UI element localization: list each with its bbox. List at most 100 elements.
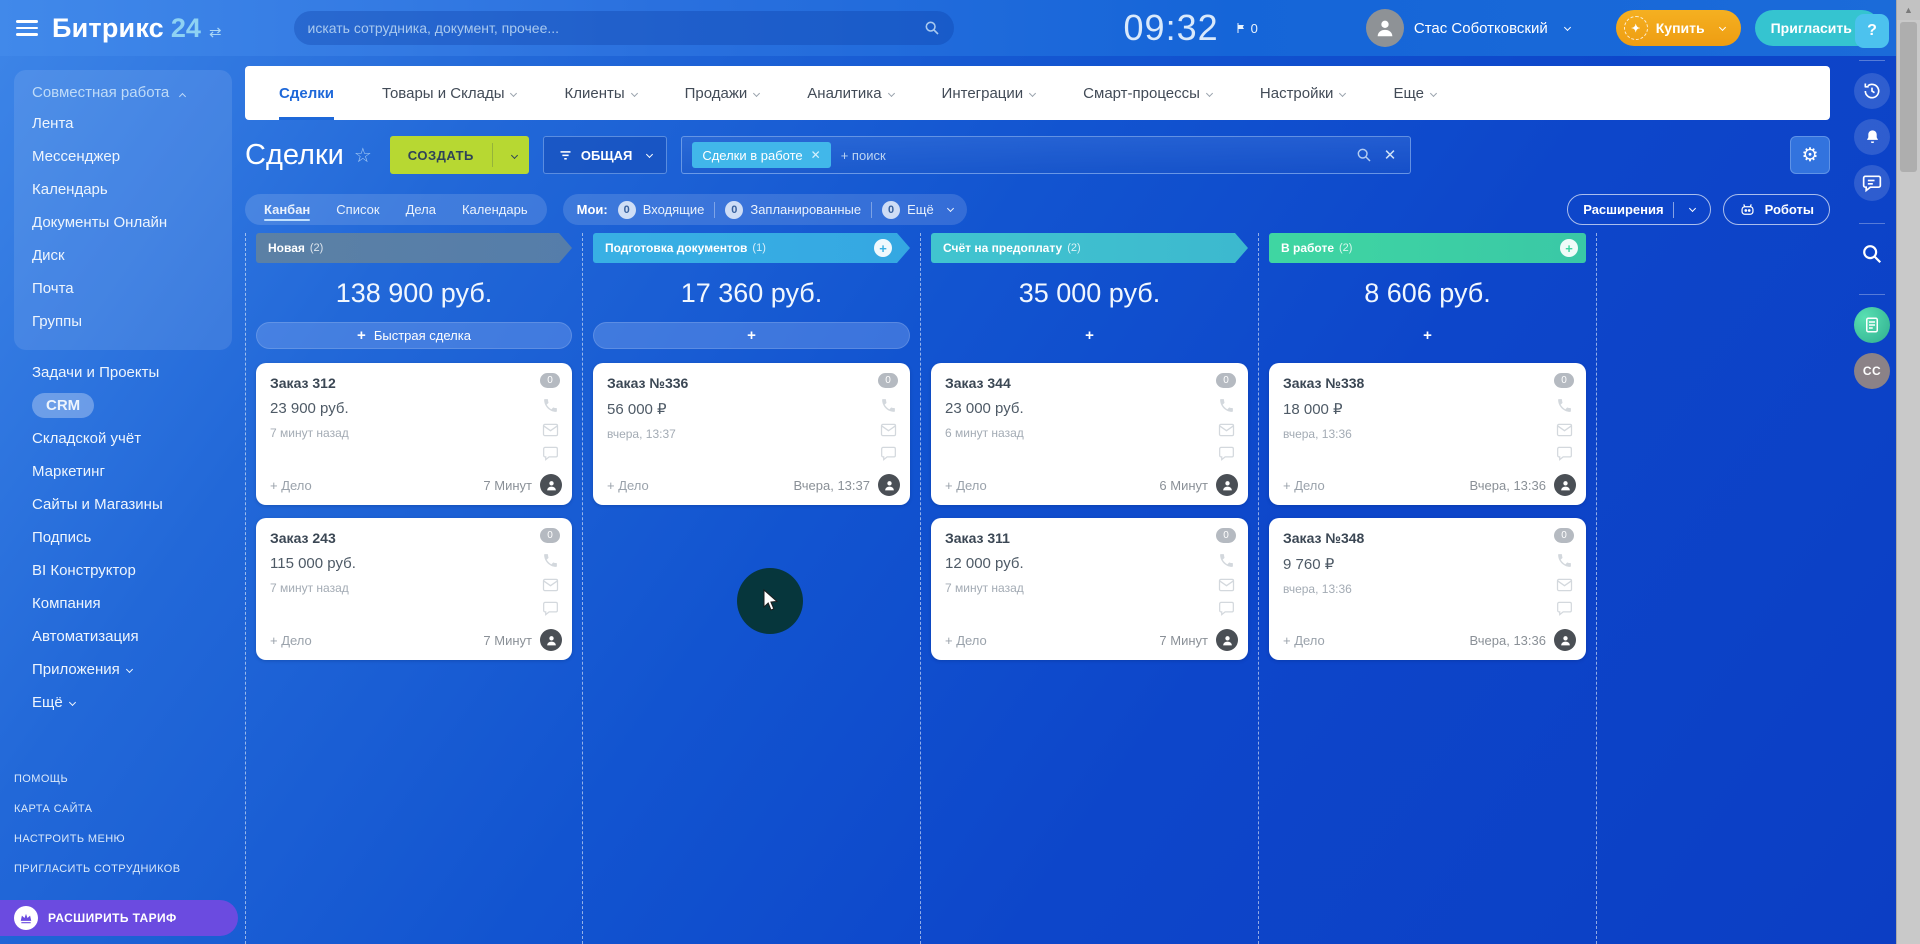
phone-icon[interactable]	[1218, 552, 1235, 569]
kanban-column-header[interactable]: Новая (2)	[256, 233, 572, 263]
mail-icon[interactable]	[1556, 423, 1573, 437]
work-clock[interactable]: 09:32	[1123, 7, 1219, 48]
quick-deal-button[interactable]: +	[1269, 322, 1586, 349]
favorite-star-icon[interactable]: ☆	[353, 144, 372, 167]
help-button[interactable]: ?	[1855, 14, 1889, 48]
deal-card[interactable]: Заказ 243 115 000 руб. 7 минут назад 0 + Дел…	[256, 518, 572, 660]
sidebar-item[interactable]: Ещё	[14, 686, 240, 719]
sidebar-item[interactable]: Мессенджер	[32, 148, 121, 165]
sidebar-item[interactable]: Лента	[32, 115, 74, 132]
deal-assignee-avatar[interactable]	[540, 474, 562, 496]
settings-gear-button[interactable]: ⚙	[1790, 136, 1830, 174]
add-activity-link[interactable]: + Дело	[270, 632, 312, 648]
sidebar-item[interactable]: CRM	[14, 389, 240, 422]
deal-assignee-avatar[interactable]	[1216, 629, 1238, 651]
view-mode[interactable]: Календарь	[461, 202, 528, 217]
sidebar-item[interactable]: Задачи и Проекты	[32, 364, 160, 381]
my-counter[interactable]: 0 Входящие	[617, 200, 704, 219]
sidebar-item[interactable]: Подпись	[32, 529, 92, 546]
sidebar-item[interactable]: Группы	[32, 313, 82, 330]
rail-search-button[interactable]	[1854, 236, 1890, 272]
robots-button[interactable]: Роботы	[1722, 194, 1830, 225]
global-search[interactable]	[293, 11, 954, 45]
sidebar-item[interactable]: Документы Онлайн	[32, 214, 168, 231]
quick-deal-button[interactable]: +	[931, 322, 1248, 349]
mail-icon[interactable]	[1218, 578, 1235, 592]
deal-assignee-avatar[interactable]	[1216, 474, 1238, 496]
clear-filter-icon[interactable]: ✕	[1383, 147, 1397, 164]
quick-deal-button[interactable]: + Быстрая сделка	[256, 322, 572, 349]
tab-item[interactable]: Еще	[1393, 66, 1438, 120]
sidebar-item[interactable]: Автоматизация	[32, 628, 139, 645]
scrollbar-thumb[interactable]	[1900, 22, 1917, 172]
comment-icon[interactable]	[1218, 601, 1235, 616]
view-mode[interactable]: Дела	[405, 202, 436, 217]
deal-card[interactable]: Заказ 344 23 000 руб. 6 минут назад 0 + Дело…	[931, 363, 1248, 505]
deal-card[interactable]: Заказ №348 9 760 ₽ вчера, 13:36 0 + Дело Вчер…	[1269, 518, 1586, 660]
comment-icon[interactable]	[542, 601, 559, 616]
search-icon[interactable]	[1356, 147, 1372, 163]
add-activity-link[interactable]: + Дело	[270, 477, 312, 493]
sidebar-item[interactable]: Складской учёт	[32, 430, 142, 447]
comment-icon[interactable]	[880, 446, 897, 461]
page-scrollbar[interactable]: ▲	[1896, 0, 1920, 944]
add-activity-link[interactable]: + Дело	[1283, 632, 1325, 648]
phone-icon[interactable]	[1556, 397, 1573, 414]
deal-card[interactable]: Заказ №338 18 000 ₽ вчера, 13:36 0 + Дело Вче…	[1269, 363, 1586, 505]
add-stage-icon[interactable]: +	[1560, 239, 1578, 257]
tab-item[interactable]: Товары и Склады	[382, 66, 518, 120]
sidebar-item[interactable]: Приложения	[14, 653, 240, 686]
user-menu[interactable]: Стас Соботковский	[1365, 9, 1571, 47]
sidebar-group-toggle[interactable]: Совместная работа	[14, 80, 232, 107]
tab-item[interactable]: Смарт-процессы	[1083, 66, 1213, 120]
add-stage-icon[interactable]: +	[874, 239, 892, 257]
tab-item[interactable]: Интеграции	[942, 66, 1037, 120]
sidebar-item[interactable]: BI Конструктор	[32, 562, 136, 579]
user-avatar[interactable]	[1365, 9, 1404, 47]
sidebar-footer-link[interactable]: ПОМОЩЬ	[14, 773, 69, 785]
add-activity-link[interactable]: + Дело	[945, 632, 987, 648]
view-mode[interactable]: Список	[336, 202, 380, 217]
phone-icon[interactable]	[542, 552, 559, 569]
mail-icon[interactable]	[1218, 423, 1235, 437]
tab-item[interactable]: Настройки	[1260, 66, 1347, 120]
funnel-filter-button[interactable]: ОБЩАЯ	[542, 136, 668, 174]
chip-close-icon[interactable]: ✕	[810, 148, 821, 162]
deal-assignee-avatar[interactable]	[1554, 629, 1576, 651]
sidebar-footer-link[interactable]: ПРИГЛАСИТЬ СОТРУДНИКОВ	[14, 863, 181, 875]
comment-icon[interactable]	[1556, 601, 1573, 616]
notifications-button[interactable]	[1854, 119, 1890, 155]
tab-item[interactable]: Продажи	[685, 66, 761, 120]
quick-deal-button[interactable]: +	[593, 322, 910, 349]
tab-item[interactable]: Клиенты	[564, 66, 638, 120]
mail-icon[interactable]	[880, 423, 897, 437]
history-button[interactable]	[1854, 73, 1890, 109]
phone-icon[interactable]	[1218, 397, 1235, 414]
sidebar-item[interactable]: Диск	[32, 247, 65, 264]
sidebar-item[interactable]: Календарь	[32, 181, 108, 198]
kanban-column-header[interactable]: Подготовка документов (1) +	[593, 233, 910, 263]
add-activity-link[interactable]: + Дело	[1283, 477, 1325, 493]
buy-button[interactable]: ✦ Купить	[1615, 10, 1741, 46]
deal-assignee-avatar[interactable]	[540, 629, 562, 651]
view-mode[interactable]: Канбан	[251, 194, 323, 225]
chat-button[interactable]	[1854, 165, 1890, 201]
deal-card[interactable]: Заказ 311 12 000 руб. 7 минут назад 0 + Дело…	[931, 518, 1248, 660]
comment-icon[interactable]	[542, 446, 559, 461]
kanban-column-header[interactable]: В работе (2) +	[1269, 233, 1586, 263]
phone-icon[interactable]	[542, 397, 559, 414]
filter-search-input[interactable]	[840, 147, 1346, 163]
kanban-column-header[interactable]: Счёт на предоплату (2)	[931, 233, 1248, 263]
create-dropdown[interactable]	[493, 148, 529, 163]
tab-active[interactable]: Сделки	[279, 66, 334, 120]
phone-icon[interactable]	[1556, 552, 1573, 569]
deal-assignee-avatar[interactable]	[1554, 474, 1576, 496]
flag-counter[interactable]: 0	[1235, 21, 1258, 36]
my-counter[interactable]: 0 Запланированные	[725, 200, 861, 219]
deal-assignee-avatar[interactable]	[878, 474, 900, 496]
sidebar-item[interactable]: Сайты и Магазины	[32, 496, 163, 513]
sidebar-footer-link[interactable]: НАСТРОИТЬ МЕНЮ	[14, 833, 126, 845]
add-activity-link[interactable]: + Дело	[607, 477, 649, 493]
hamburger-menu-icon[interactable]	[16, 16, 38, 40]
sidebar-item[interactable]: Маркетинг	[32, 463, 105, 480]
